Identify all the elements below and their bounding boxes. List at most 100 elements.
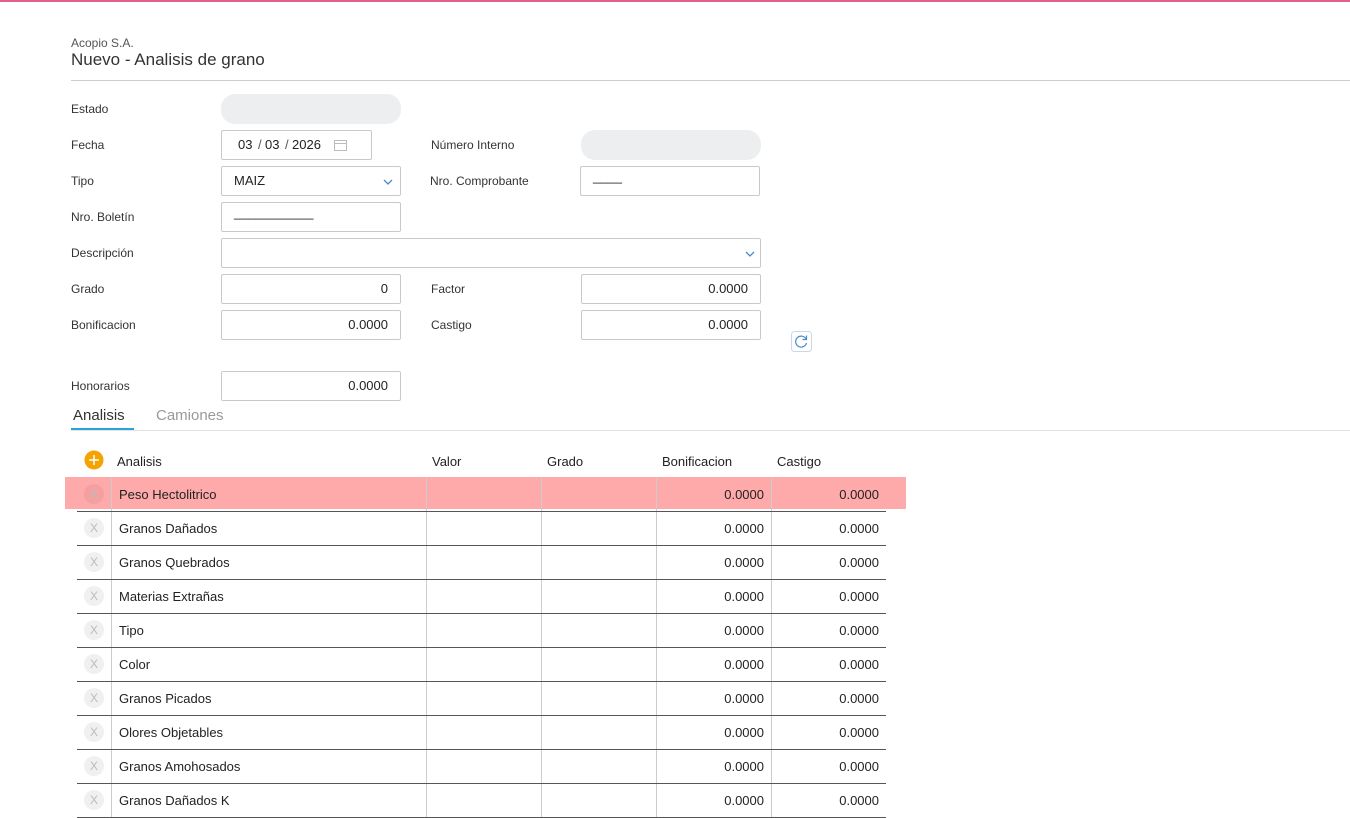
column-header: Valor <box>432 454 462 469</box>
cell-border <box>426 546 427 579</box>
grado-input[interactable]: 0 <box>221 274 401 304</box>
cell-border <box>771 512 772 545</box>
divider <box>71 80 1350 81</box>
sep: / <box>285 137 289 152</box>
cell-border <box>541 478 542 511</box>
cell-bonificacion: 0.0000 <box>724 555 764 570</box>
cell-name: Peso Hectolitrico <box>119 487 217 502</box>
cell-border <box>426 682 427 715</box>
cell-border <box>541 512 542 545</box>
top-bar <box>0 0 1350 2</box>
estado-input[interactable] <box>221 94 401 124</box>
cell-castigo: 0.0000 <box>839 487 879 502</box>
cell-border <box>656 546 657 579</box>
cell-border <box>656 784 657 817</box>
label: Bonificacion <box>71 318 136 332</box>
row-highlight <box>65 477 906 509</box>
label: Fecha <box>71 138 105 152</box>
cell-border <box>111 648 112 681</box>
date-year: 2026 <box>292 137 321 152</box>
label: Nro. Comprobante <box>430 174 529 188</box>
mask: ____ <box>593 169 622 184</box>
cell-border <box>111 750 112 783</box>
cell-border <box>771 648 772 681</box>
comprobante-input[interactable]: ____ <box>580 166 760 196</box>
cell-border <box>111 512 112 545</box>
chevron <box>383 179 393 185</box>
delete-button[interactable]: X <box>84 620 104 640</box>
cell-name: Granos Quebrados <box>119 555 230 570</box>
column-header: Bonificacion <box>662 454 733 469</box>
cell-border <box>111 478 112 511</box>
label: Castigo <box>431 318 472 332</box>
bonificacion-input[interactable]: 0.0000 <box>221 310 401 340</box>
delete-button[interactable]: X <box>84 756 104 776</box>
tipo-select[interactable]: MAIZ <box>221 166 401 196</box>
cell-border <box>541 546 542 579</box>
cell-castigo: 0.0000 <box>839 623 879 638</box>
tab-underline <box>71 428 134 431</box>
row-line <box>77 783 886 784</box>
cell-border <box>426 648 427 681</box>
cell-border <box>541 750 542 783</box>
delete-button[interactable]: X <box>84 722 104 742</box>
cell-bonificacion: 0.0000 <box>724 487 764 502</box>
tab[interactable]: Camiones <box>156 407 224 424</box>
cell-border <box>426 478 427 511</box>
date-input[interactable]: 03 / 03 / 2026 <box>221 130 372 160</box>
select-value: MAIZ <box>234 173 266 188</box>
castigo-input[interactable]: 0.0000 <box>581 310 761 340</box>
cell-border <box>771 750 772 783</box>
cell-border <box>111 614 112 647</box>
delete-button[interactable]: X <box>84 790 104 810</box>
cell-name: Granos Dañados K <box>119 793 230 808</box>
factor-input[interactable]: 0.0000 <box>581 274 761 304</box>
row-line <box>77 545 886 546</box>
cell-border <box>426 750 427 783</box>
cell-name: Tipo <box>119 623 144 638</box>
delete-button[interactable]: X <box>84 484 104 504</box>
boletin-input[interactable]: ___________ <box>221 202 401 232</box>
descripcion-select[interactable] <box>221 238 761 268</box>
delete-button[interactable]: X <box>84 518 104 538</box>
label: Grado <box>71 282 105 296</box>
refresh-button[interactable] <box>791 331 812 352</box>
cell-name: Granos Dañados <box>119 521 218 536</box>
cell-name: Olores Objetables <box>119 725 224 740</box>
honorarios-input[interactable]: 0.0000 <box>221 371 401 401</box>
cell-border <box>541 682 542 715</box>
delete-button[interactable]: X <box>84 688 104 708</box>
label: Número Interno <box>431 138 515 152</box>
cell-border <box>656 614 657 647</box>
cell-castigo: 0.0000 <box>839 793 879 808</box>
tab-active[interactable]: Analisis <box>73 407 125 424</box>
cell-castigo: 0.0000 <box>839 589 879 604</box>
row-line <box>77 647 886 648</box>
label: Honorarios <box>71 379 130 393</box>
cell-border <box>656 682 657 715</box>
label: Nro. Boletín <box>71 210 135 224</box>
sep: / <box>258 137 262 152</box>
cell-border <box>541 648 542 681</box>
cell-border <box>111 546 112 579</box>
delete-button[interactable]: X <box>84 552 104 572</box>
cell-border <box>656 580 657 613</box>
cell-bonificacion: 0.0000 <box>724 793 764 808</box>
mask: ___________ <box>234 205 314 220</box>
company: Acopio S.A. <box>71 36 134 50</box>
numero-interno-input[interactable] <box>581 130 761 160</box>
row-line <box>77 715 886 716</box>
add-button[interactable] <box>84 450 104 470</box>
delete-button[interactable]: X <box>84 586 104 606</box>
cell-border <box>426 784 427 817</box>
calendar-icon[interactable] <box>334 139 347 151</box>
cell-border <box>111 580 112 613</box>
cell-bonificacion: 0.0000 <box>724 725 764 740</box>
delete-button[interactable]: X <box>84 654 104 674</box>
row-line <box>77 511 886 512</box>
label: Estado <box>71 102 109 116</box>
date-day: 03 <box>238 137 253 152</box>
cell-border <box>426 580 427 613</box>
cell-castigo: 0.0000 <box>839 725 879 740</box>
cell-border <box>771 682 772 715</box>
